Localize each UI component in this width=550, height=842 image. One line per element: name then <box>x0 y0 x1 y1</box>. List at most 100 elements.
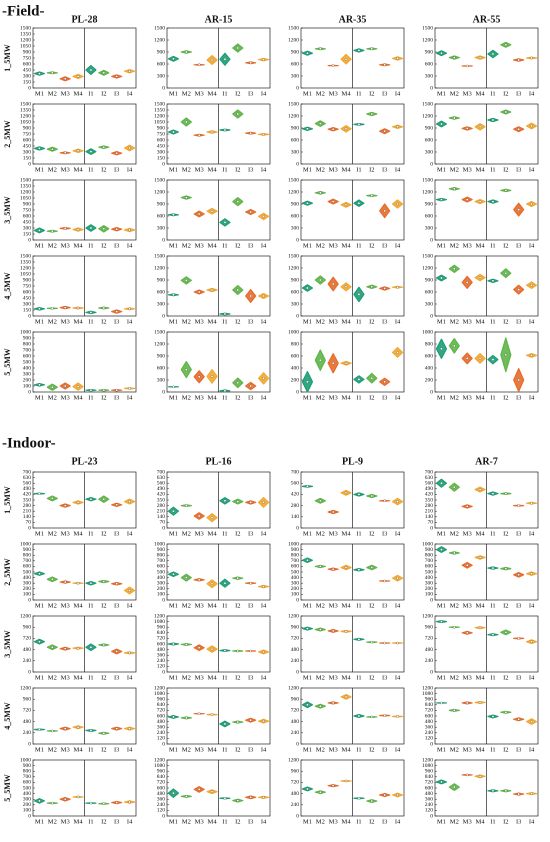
y-tick-label: 0 <box>28 669 31 675</box>
x-tick-label: M3 <box>195 530 204 537</box>
median-dot <box>465 773 469 777</box>
x-tick-label: M3 <box>61 530 70 537</box>
x-tick-label: I3 <box>382 602 387 609</box>
x-tick-label: M3 <box>61 166 70 173</box>
median-dot <box>530 720 533 723</box>
median-dot <box>440 347 443 351</box>
y-tick-label: 0 <box>296 525 299 531</box>
y-tick-label: 400 <box>23 575 32 581</box>
y-tick-label: 1200 <box>288 37 299 43</box>
y-tick-label: 1080 <box>422 691 433 697</box>
y-tick-label: 500 <box>425 569 434 575</box>
y-tick-label: 1500 <box>422 25 433 31</box>
median-dot <box>319 358 322 362</box>
median-dot <box>396 641 399 645</box>
y-tick-label: 300 <box>157 149 166 155</box>
median-dot <box>236 200 240 203</box>
y-tick-label: 0 <box>28 525 31 531</box>
x-tick-label: M3 <box>463 602 472 609</box>
median-dot <box>51 147 54 151</box>
y-tick-label: 0 <box>430 389 433 395</box>
y-tick-label: 600 <box>157 564 166 570</box>
y-tick-label: 720 <box>23 708 32 714</box>
median-dot <box>306 627 309 630</box>
x-tick-label: M4 <box>476 674 486 681</box>
median-dot <box>357 797 361 800</box>
median-dot <box>115 801 118 804</box>
median-dot <box>38 383 41 387</box>
median-dot <box>504 789 508 793</box>
x-tick-label: I2 <box>503 530 508 537</box>
x-tick-label: I4 <box>127 818 133 825</box>
x-tick-label: M2 <box>48 746 57 753</box>
y-tick-label: 0 <box>296 313 299 319</box>
x-tick-label: M3 <box>463 166 472 173</box>
y-tick-label: 1350 <box>20 31 31 37</box>
median-dot <box>185 120 188 124</box>
median-dot <box>210 375 214 378</box>
median-dot <box>319 122 322 125</box>
x-tick-label: I4 <box>261 166 267 173</box>
y-tick-label: 1500 <box>422 253 433 259</box>
y-tick-label: 1200 <box>20 265 31 271</box>
x-tick-label: M3 <box>195 90 204 97</box>
y-tick-label: 900 <box>425 547 434 553</box>
y-tick-label: 1500 <box>422 177 433 183</box>
y-tick-label: 450 <box>157 143 166 149</box>
median-dot <box>115 227 118 231</box>
x-tick-label: M1 <box>169 394 178 401</box>
y-tick-label: 1200 <box>422 757 433 763</box>
y-tick-label: 480 <box>425 791 434 797</box>
y-tick-label: 560 <box>157 480 166 486</box>
x-tick-label: I2 <box>101 674 106 681</box>
x-tick-label: I4 <box>127 746 133 753</box>
median-dot <box>262 650 265 654</box>
x-tick-label: M4 <box>74 674 84 681</box>
median-dot <box>491 358 495 361</box>
y-tick-label: 720 <box>291 780 300 786</box>
y-tick-label: 0 <box>430 161 433 167</box>
y-tick-label: 450 <box>23 143 32 149</box>
x-tick-label: I1 <box>88 90 93 97</box>
median-dot <box>319 278 322 282</box>
y-tick-label: 140 <box>157 514 166 520</box>
y-tick-label: 1200 <box>154 613 165 619</box>
y-tick-label: 300 <box>425 149 434 155</box>
median-dot <box>370 715 374 719</box>
y-tick-label: 500 <box>23 359 32 365</box>
y-tick-label: 630 <box>23 475 32 481</box>
y-tick-label: 900 <box>23 547 32 553</box>
y-tick-label: 900 <box>23 277 32 283</box>
median-dot <box>370 376 374 380</box>
median-dot <box>517 504 520 507</box>
median-dot <box>262 58 265 61</box>
median-dot <box>465 564 469 567</box>
y-tick-label: 0 <box>28 85 31 91</box>
x-tick-label: M4 <box>74 394 84 401</box>
y-tick-label: 300 <box>291 580 300 586</box>
x-tick-label: I2 <box>101 530 106 537</box>
y-tick-label: 1500 <box>154 253 165 259</box>
y-tick-label: 1000 <box>20 329 31 335</box>
median-dot <box>223 581 227 585</box>
y-tick-label: 150 <box>23 231 32 237</box>
x-tick-label: I3 <box>248 242 253 249</box>
median-dot <box>38 799 41 803</box>
y-tick-label: 1500 <box>20 101 31 107</box>
x-tick-label: I2 <box>101 746 106 753</box>
median-dot <box>465 357 469 360</box>
median-dot <box>396 576 399 580</box>
y-tick-label: 200 <box>157 586 166 592</box>
x-tick-label: I1 <box>356 166 361 173</box>
x-tick-label: I3 <box>382 818 387 825</box>
median-dot <box>128 146 131 150</box>
y-tick-label: 300 <box>291 225 300 231</box>
x-tick-label: I3 <box>382 318 387 325</box>
median-dot <box>453 785 456 789</box>
median-dot <box>344 630 348 633</box>
median-dot <box>210 130 214 134</box>
x-tick-label: M1 <box>169 746 178 753</box>
y-tick-label: 1050 <box>20 271 31 277</box>
y-tick-label: 1200 <box>154 757 165 763</box>
x-tick-label: M2 <box>316 530 325 537</box>
